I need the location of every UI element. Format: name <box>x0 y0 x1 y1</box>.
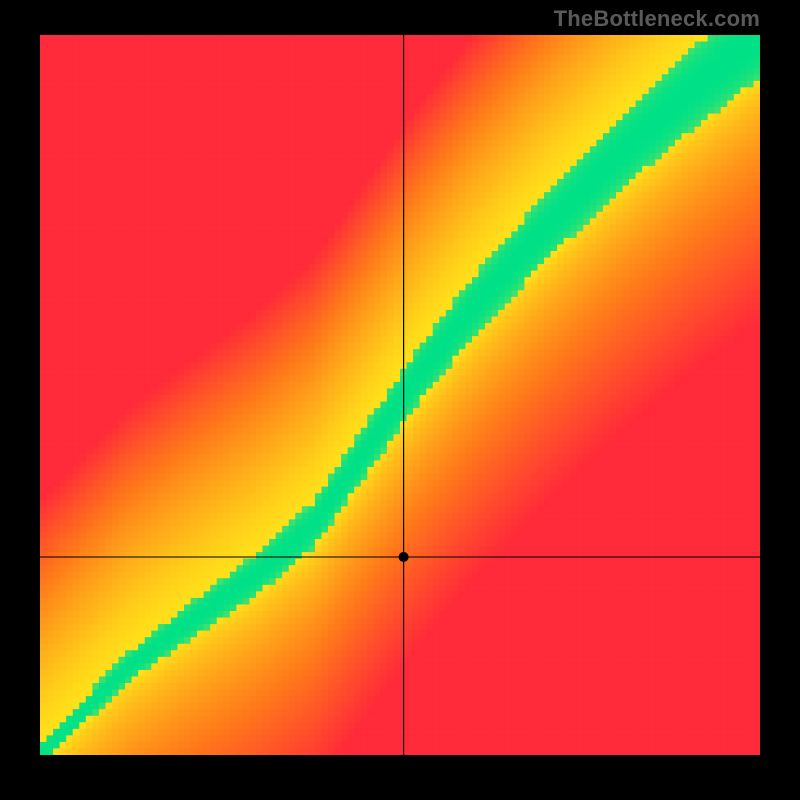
watermark-text: TheBottleneck.com <box>554 6 760 32</box>
bottleneck-heatmap <box>40 35 760 755</box>
chart-container: TheBottleneck.com <box>0 0 800 800</box>
